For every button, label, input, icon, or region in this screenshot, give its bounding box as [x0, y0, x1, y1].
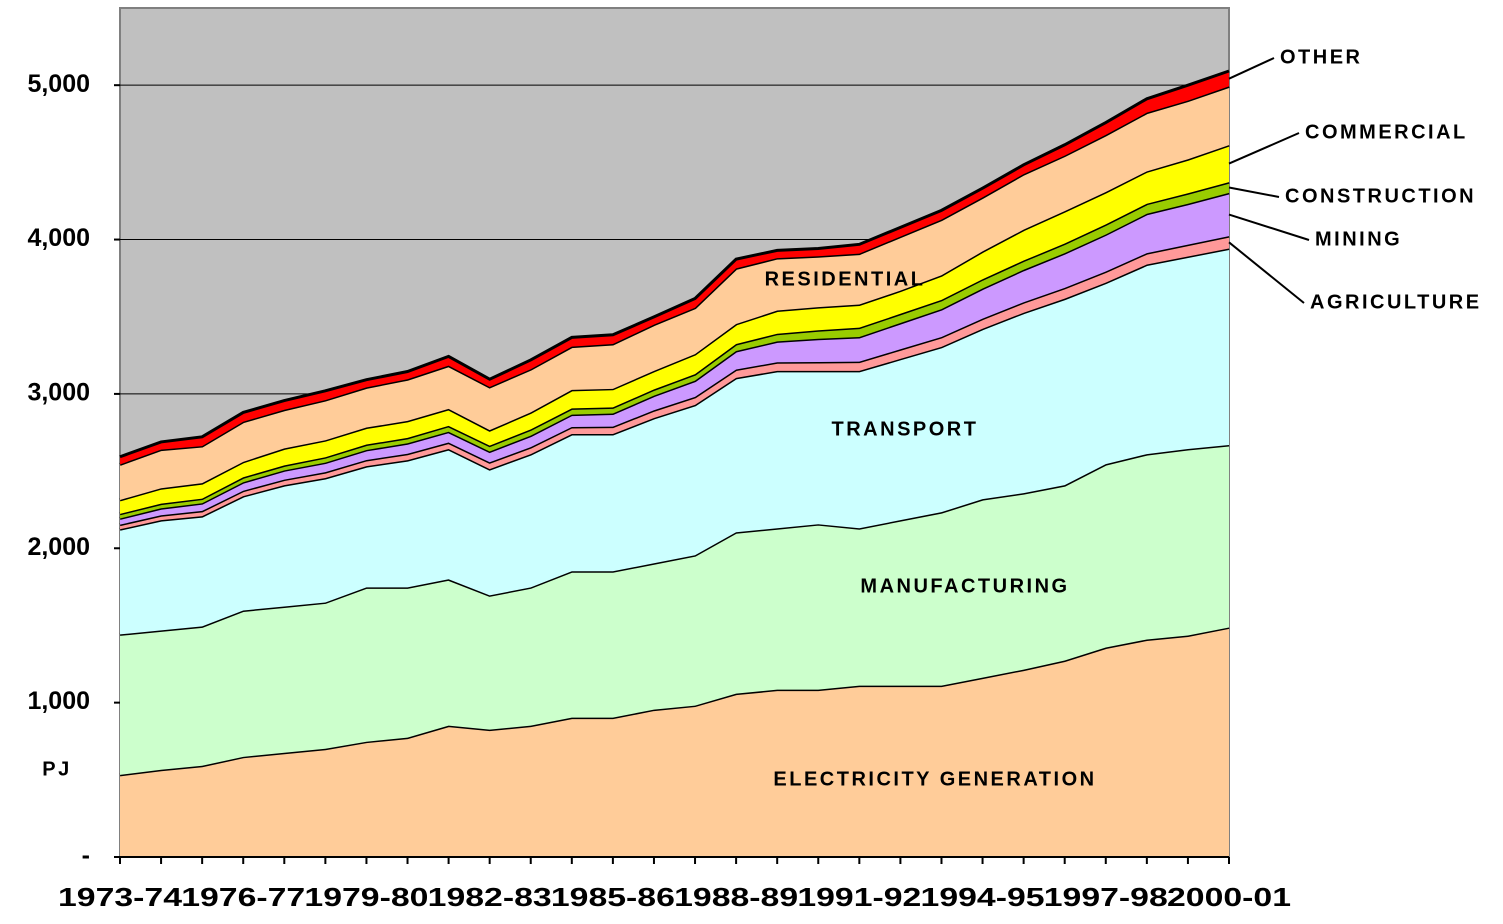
area-edge — [119, 84, 1230, 466]
series-label: TRANSPORT — [832, 418, 979, 440]
x-tick-label: 1988-89 — [674, 882, 798, 912]
series-label: OTHER — [1280, 46, 1363, 68]
callout-line — [1228, 213, 1310, 241]
y-tick-label: 3,000 — [27, 379, 90, 407]
series-label: RESIDENTIAL — [765, 268, 926, 290]
series-label: ELECTRICITY GENERATION — [773, 768, 1096, 790]
area — [120, 445, 1229, 775]
area — [120, 70, 1229, 465]
x-tick-label: 1997-98 — [1044, 882, 1168, 912]
series-label: MANUFACTURING — [860, 575, 1069, 597]
callout-line — [1228, 241, 1305, 304]
x-tick-label: 1973-74 — [58, 882, 183, 912]
area — [120, 192, 1229, 525]
y-tick-label: 5,000 — [27, 70, 90, 98]
x-tick-label: 1985-86 — [551, 882, 675, 912]
series-label: CONSTRUCTION — [1285, 185, 1476, 207]
area — [120, 248, 1229, 635]
y-tick-label: 4,000 — [27, 224, 90, 252]
x-tick-label: 1979-80 — [304, 882, 428, 912]
area — [120, 145, 1229, 514]
x-tick-label: 1994-95 — [921, 882, 1045, 912]
series-label: AGRICULTURE — [1310, 291, 1482, 313]
callout-line — [1228, 186, 1280, 198]
x-tick-label: 1991-92 — [797, 882, 921, 912]
area — [120, 86, 1229, 500]
y-axis-label: PJ — [42, 758, 71, 780]
area-edge — [119, 69, 1230, 459]
x-tick-label: 1976-77 — [181, 882, 305, 912]
x-tick-label: 1982-83 — [428, 882, 552, 912]
series-label: MINING — [1315, 228, 1402, 250]
y-tick-label: 2,000 — [27, 533, 90, 561]
callout-line — [1228, 132, 1300, 165]
series-label: COMMERCIAL — [1305, 121, 1468, 143]
x-tick-label: 2000-01 — [1167, 882, 1291, 912]
callout-line — [1228, 57, 1275, 80]
y-tick-label: 1,000 — [27, 687, 90, 715]
y-tick-label: - — [82, 842, 90, 870]
